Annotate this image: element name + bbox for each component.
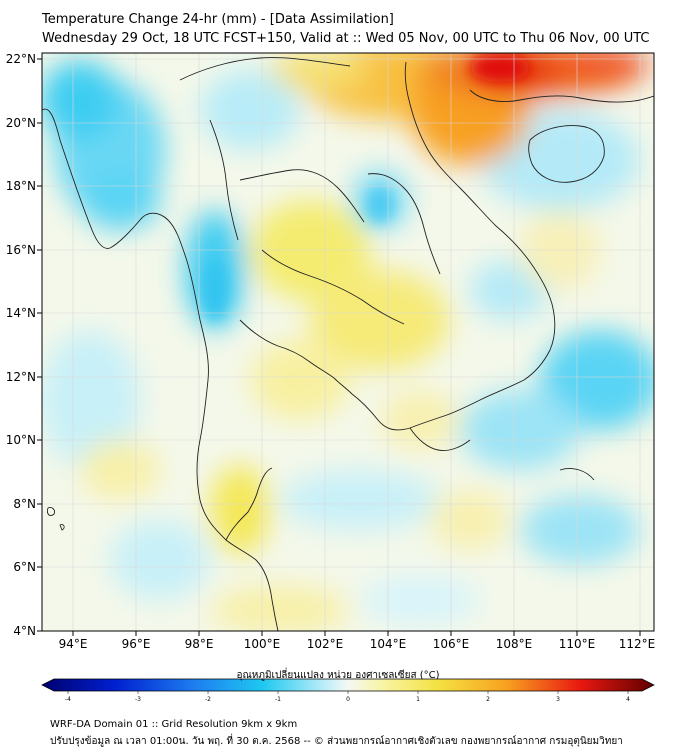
lon-label: 96°E	[122, 637, 151, 651]
lon-label: 102°E	[307, 637, 344, 651]
temperature-field	[42, 53, 654, 631]
colorbar: -4 -3 -2 -1 0 1 2 3 4	[41, 678, 655, 703]
graticule	[42, 53, 654, 631]
lon-label: 94°E	[59, 637, 88, 651]
lat-label: 22°N	[6, 52, 36, 66]
footer-domain-info: WRF-DA Domain 01 :: Grid Resolution 9km …	[50, 719, 298, 730]
lon-label: 100°E	[244, 637, 281, 651]
coastlines	[42, 57, 654, 631]
colorbar-tick-label: 2	[486, 696, 490, 703]
lon-label: 108°E	[496, 637, 533, 651]
lat-label: 14°N	[6, 306, 36, 320]
lat-label: 4°N	[13, 624, 36, 638]
colorbar-tick-label: 0	[346, 696, 350, 703]
chart-subtitle: Wednesday 29 Oct, 18 UTC FCST+150, Valid…	[42, 31, 650, 46]
colorbar-ticks	[67, 691, 629, 694]
lon-label: 112°E	[619, 637, 656, 651]
lat-label: 18°N	[6, 179, 36, 193]
lat-label: 12°N	[6, 370, 36, 384]
lat-label: 20°N	[6, 116, 36, 130]
colorbar-tick-label: -2	[205, 696, 211, 703]
colorbar-tick-label: -3	[135, 696, 141, 703]
colorbar-tick-label: -4	[65, 696, 71, 703]
colorbar-label: อุณหภูมิเปลี่ยนแปลง หน่วย องศาเซลเซียส (…	[236, 670, 440, 681]
colorbar-tick-label: 3	[556, 696, 560, 703]
colorbar-tick-label: 4	[626, 696, 630, 703]
lon-label: 104°E	[370, 637, 407, 651]
footer-update-info: ปรับปรุงข้อมูล ณ เวลา 01:00น. วัน พฤ. ที…	[50, 736, 623, 747]
lat-label: 10°N	[6, 433, 36, 447]
lat-label: 16°N	[6, 243, 36, 257]
lon-label: 98°E	[185, 637, 214, 651]
map-frame	[41, 52, 655, 632]
colorbar-tick-label: -1	[275, 696, 281, 703]
lon-label: 110°E	[559, 637, 596, 651]
lon-label: 106°E	[433, 637, 470, 651]
lat-label: 8°N	[13, 497, 36, 511]
axis-ticks	[37, 58, 641, 636]
chart-title: Temperature Change 24-hr (mm) - [Data As…	[42, 12, 394, 27]
lat-label: 6°N	[13, 560, 36, 574]
colorbar-tick-label: 1	[416, 696, 420, 703]
